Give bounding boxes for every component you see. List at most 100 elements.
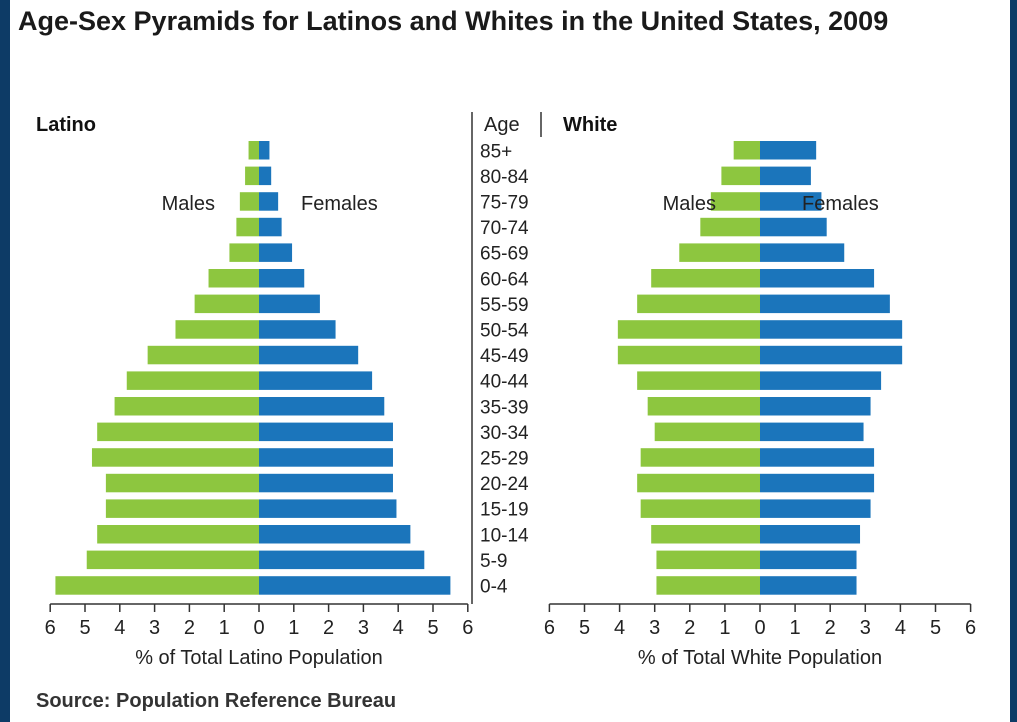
age-group-label: 10-14	[480, 525, 529, 546]
x-tick-label: 2	[184, 617, 195, 639]
female-bar	[259, 269, 305, 288]
female-bar	[760, 192, 822, 211]
male-bar	[236, 217, 259, 237]
panel-title: White	[563, 114, 617, 136]
female-bar	[259, 550, 425, 570]
x-axis-label: % of Total Latino Population	[135, 647, 383, 669]
male-bar	[248, 141, 259, 160]
male-bar	[656, 576, 760, 595]
x-tick-label: 1	[719, 617, 730, 639]
male-bar	[194, 294, 259, 314]
male-bar	[640, 448, 760, 467]
series-label-males: Males	[162, 193, 215, 215]
female-bar	[259, 294, 320, 314]
x-tick-label: 5	[79, 617, 90, 639]
female-bar	[259, 166, 272, 186]
male-bar	[679, 243, 760, 262]
x-tick-label: 3	[149, 617, 160, 639]
male-bar	[229, 243, 259, 262]
x-tick-label: 2	[684, 617, 695, 639]
age-group-label: 25-29	[480, 448, 529, 469]
female-bar	[259, 345, 359, 365]
chart-title: Age-Sex Pyramids for Latinos and Whites …	[18, 6, 889, 36]
female-bar	[760, 294, 890, 314]
female-bar	[760, 217, 827, 237]
female-bar	[760, 166, 811, 186]
female-bar	[760, 243, 845, 262]
female-bar	[760, 525, 861, 544]
male-bar	[175, 320, 259, 339]
female-bar	[760, 473, 875, 493]
male-bar	[147, 345, 259, 365]
male-bar	[640, 499, 760, 518]
male-bar	[239, 192, 259, 211]
female-bar	[760, 499, 871, 518]
series-label-females: Females	[301, 193, 378, 215]
male-bar	[637, 473, 760, 493]
x-tick-label: 4	[614, 617, 625, 639]
male-bar	[208, 269, 259, 288]
female-bar	[259, 397, 385, 416]
age-group-label: 5-9	[480, 551, 507, 572]
male-bar	[617, 345, 760, 365]
male-bar	[245, 166, 259, 186]
x-tick-label: 3	[860, 617, 871, 639]
panel-title: Latino	[36, 114, 96, 136]
male-bar	[637, 371, 760, 390]
female-bar	[259, 448, 393, 467]
female-bar	[760, 576, 857, 595]
x-tick-label: 1	[219, 617, 230, 639]
source-note: Source: Population Reference Bureau	[36, 690, 397, 712]
age-group-label: 85+	[480, 141, 512, 162]
age-group-label: 35-39	[480, 397, 529, 418]
x-tick-label: 6	[544, 617, 555, 639]
x-tick-label: 2	[825, 617, 836, 639]
x-tick-label: 3	[358, 617, 369, 639]
male-bar	[654, 422, 760, 442]
male-bar	[721, 166, 760, 186]
age-group-label: 80-84	[480, 167, 529, 188]
female-bar	[760, 371, 882, 390]
x-axis-label: % of Total White Population	[638, 647, 882, 669]
male-bar	[651, 525, 760, 544]
x-tick-label: 4	[393, 617, 404, 639]
x-tick-label: 5	[930, 617, 941, 639]
female-bar	[760, 397, 871, 416]
female-bar	[259, 243, 293, 262]
male-bar	[656, 550, 760, 570]
age-group-label: 45-49	[480, 346, 529, 367]
series-label-males: Males	[663, 193, 716, 215]
male-bar	[114, 397, 259, 416]
male-bar	[651, 269, 760, 288]
male-bar	[105, 473, 259, 493]
female-bar	[760, 422, 864, 442]
female-bar	[259, 192, 279, 211]
female-bar	[259, 499, 397, 518]
x-tick-label: 1	[790, 617, 801, 639]
x-tick-label: 5	[579, 617, 590, 639]
x-tick-label: 4	[114, 617, 125, 639]
x-tick-label: 6	[965, 617, 976, 639]
age-group-label: 20-24	[480, 474, 529, 495]
male-bar	[733, 141, 760, 160]
male-bar	[700, 217, 760, 237]
pyramid-chart: Age 85+ 80-84 75-79 70-74 65-69 60-64 55-59 50-5…	[36, 112, 976, 669]
x-tick-label: 2	[323, 617, 334, 639]
series-label-females: Females	[802, 193, 879, 215]
female-bar	[259, 576, 451, 595]
female-bar	[760, 550, 857, 570]
age-axis-label: Age	[484, 114, 520, 136]
age-group-label: 15-19	[480, 500, 529, 521]
male-bar	[91, 448, 260, 467]
male-bar	[647, 397, 760, 416]
age-group-label: 50-54	[480, 320, 529, 341]
female-bar	[259, 371, 373, 390]
male-bar	[97, 525, 260, 544]
x-tick-label: 6	[45, 617, 56, 639]
female-bar	[760, 320, 903, 339]
female-bar	[760, 448, 875, 467]
male-bar	[617, 320, 760, 339]
female-bar	[259, 525, 411, 544]
age-group-label: 70-74	[480, 218, 529, 239]
x-tick-label: 1	[288, 617, 299, 639]
